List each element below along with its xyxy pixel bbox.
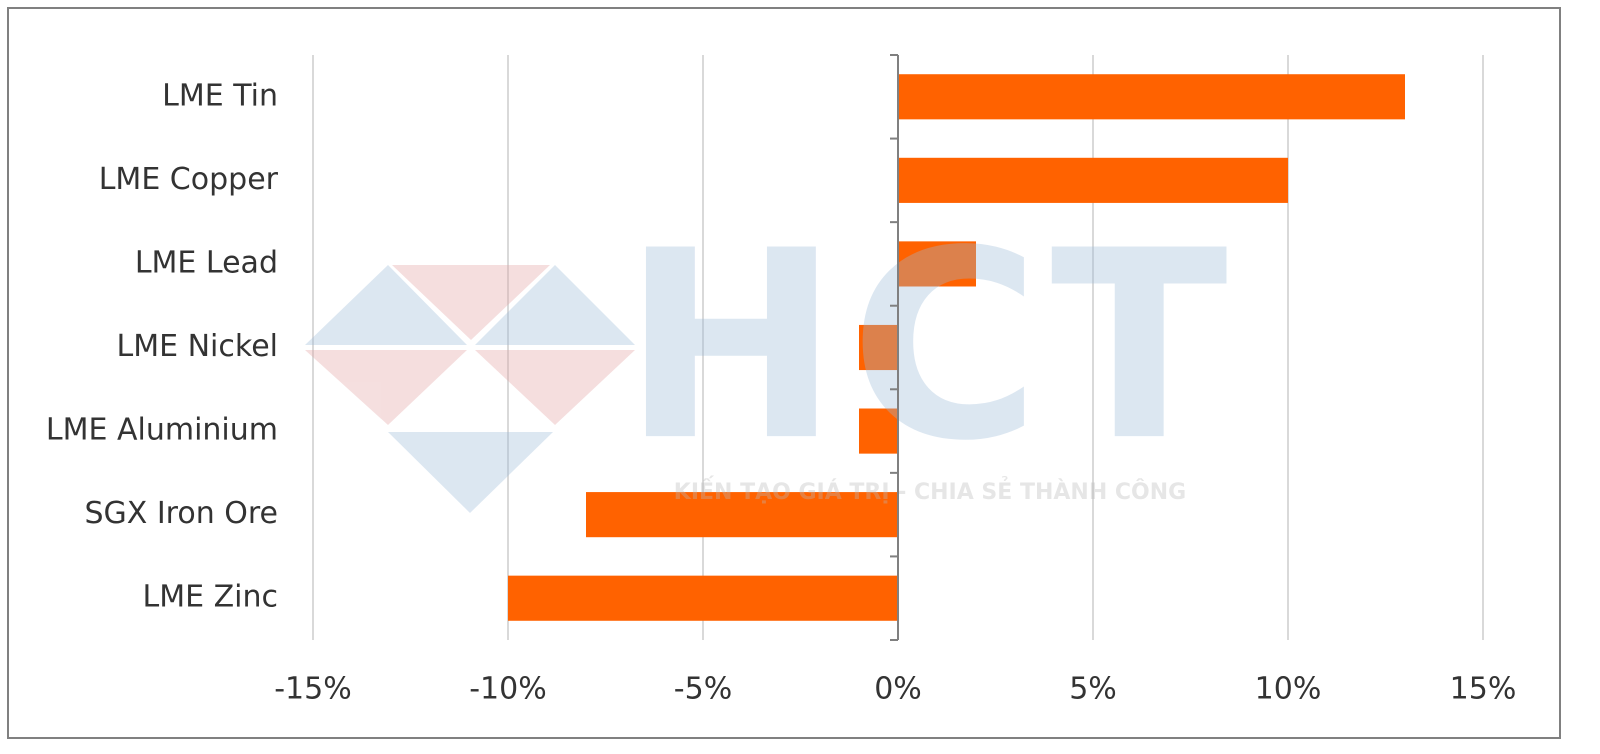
x-tick-label: 0% [874, 672, 922, 707]
bar [508, 575, 898, 621]
y-tick-label: SGX Iron Ore [84, 496, 278, 531]
watermark-tagline: KIẾN TẠO GIÁ TRỊ - CHIA SẺ THÀNH CÔNG [674, 476, 1186, 505]
y-tick-label: LME Zinc [143, 580, 278, 615]
watermark-logo: HCT [622, 196, 1238, 498]
bar [859, 324, 898, 371]
x-tick-label: 5% [1069, 672, 1117, 707]
bar [586, 492, 898, 538]
y-tick-label: LME Lead [135, 245, 278, 280]
y-tick-label: LME Nickel [117, 329, 278, 364]
logo-shape [305, 265, 467, 345]
y-tick-label: LME Tin [162, 78, 278, 113]
logo-shape [392, 265, 550, 340]
logo-shape [388, 432, 553, 513]
x-tick-label: 15% [1450, 672, 1517, 707]
bar [898, 157, 1288, 203]
y-tick-label: LME Copper [99, 162, 279, 197]
x-tick-label: -5% [674, 672, 732, 707]
logo-shape [305, 350, 467, 425]
watermark: HCT KIẾN TẠO GIÁ TRỊ - CHIA SẺ THÀNH CÔN… [305, 196, 1238, 513]
bar [898, 241, 976, 287]
logo-shape [475, 350, 635, 425]
x-tick-label: -10% [469, 672, 547, 707]
bar [898, 74, 1405, 120]
x-tick-label: -15% [274, 672, 352, 707]
logo-shape [475, 265, 635, 345]
x-tick-label: 10% [1255, 672, 1322, 707]
bar [859, 408, 898, 454]
y-tick-label: LME Aluminium [46, 413, 278, 448]
